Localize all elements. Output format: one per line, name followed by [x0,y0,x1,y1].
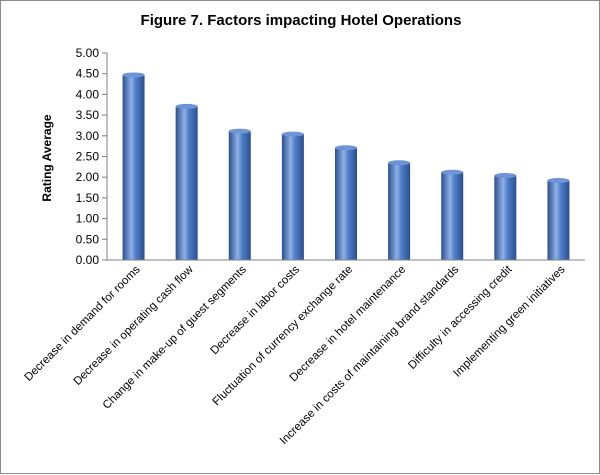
y-tick-label: 4.50 [76,67,100,81]
y-tick-label: 0.00 [76,253,100,267]
bar [335,147,357,260]
bar-top-cap [494,173,517,179]
y-tick-label: 2.50 [76,150,100,164]
y-tick-label: 4.00 [76,87,100,101]
y-tick-label: 5.00 [76,46,100,60]
bar [228,131,251,260]
y-tick-label: 1.00 [76,212,100,226]
y-axis-title: Rating Average [40,114,54,201]
chart-title: Figure 7. Factors impacting Hotel Operat… [141,12,462,29]
y-tick-label: 2.00 [76,170,100,184]
y-tick-label: 3.50 [76,108,100,122]
bar-top-cap [281,131,304,137]
bar-top-cap [547,178,570,184]
bar [388,162,411,260]
bar [547,180,570,260]
bar [122,74,145,260]
bar-top-cap [441,169,464,175]
y-tick-label: 0.50 [76,232,100,246]
x-category-label: Implementing green initiatives [452,263,568,379]
bar [175,106,198,260]
x-category-label: Decrease in labor costs [209,263,303,357]
bars-group [122,72,570,260]
bar [441,172,464,260]
x-category-label: Difficulty in accessing credit [406,263,515,372]
x-category-label: Increase in costs of maintaining brand s… [278,263,462,447]
y-tick-label: 3.00 [76,129,100,143]
x-axis-labels: Decrease in demand for rooms Decrease in … [23,263,568,447]
bar-top-cap [335,145,357,151]
bar-top-cap [175,103,198,109]
y-axis: 0.00 0.50 1.00 1.50 2.00 2.50 3.00 3.50 4.00 4.50… [76,46,107,267]
bar [494,175,517,260]
y-tick-label: 1.50 [76,191,100,205]
x-category-label: Decrease in hotel maintenance [288,264,409,385]
bar [281,134,304,260]
bar-top-cap [122,72,145,78]
x-category-label: Decrease in demand for rooms [23,263,143,383]
bar-top-cap [388,160,411,166]
bar-top-cap [228,128,251,134]
